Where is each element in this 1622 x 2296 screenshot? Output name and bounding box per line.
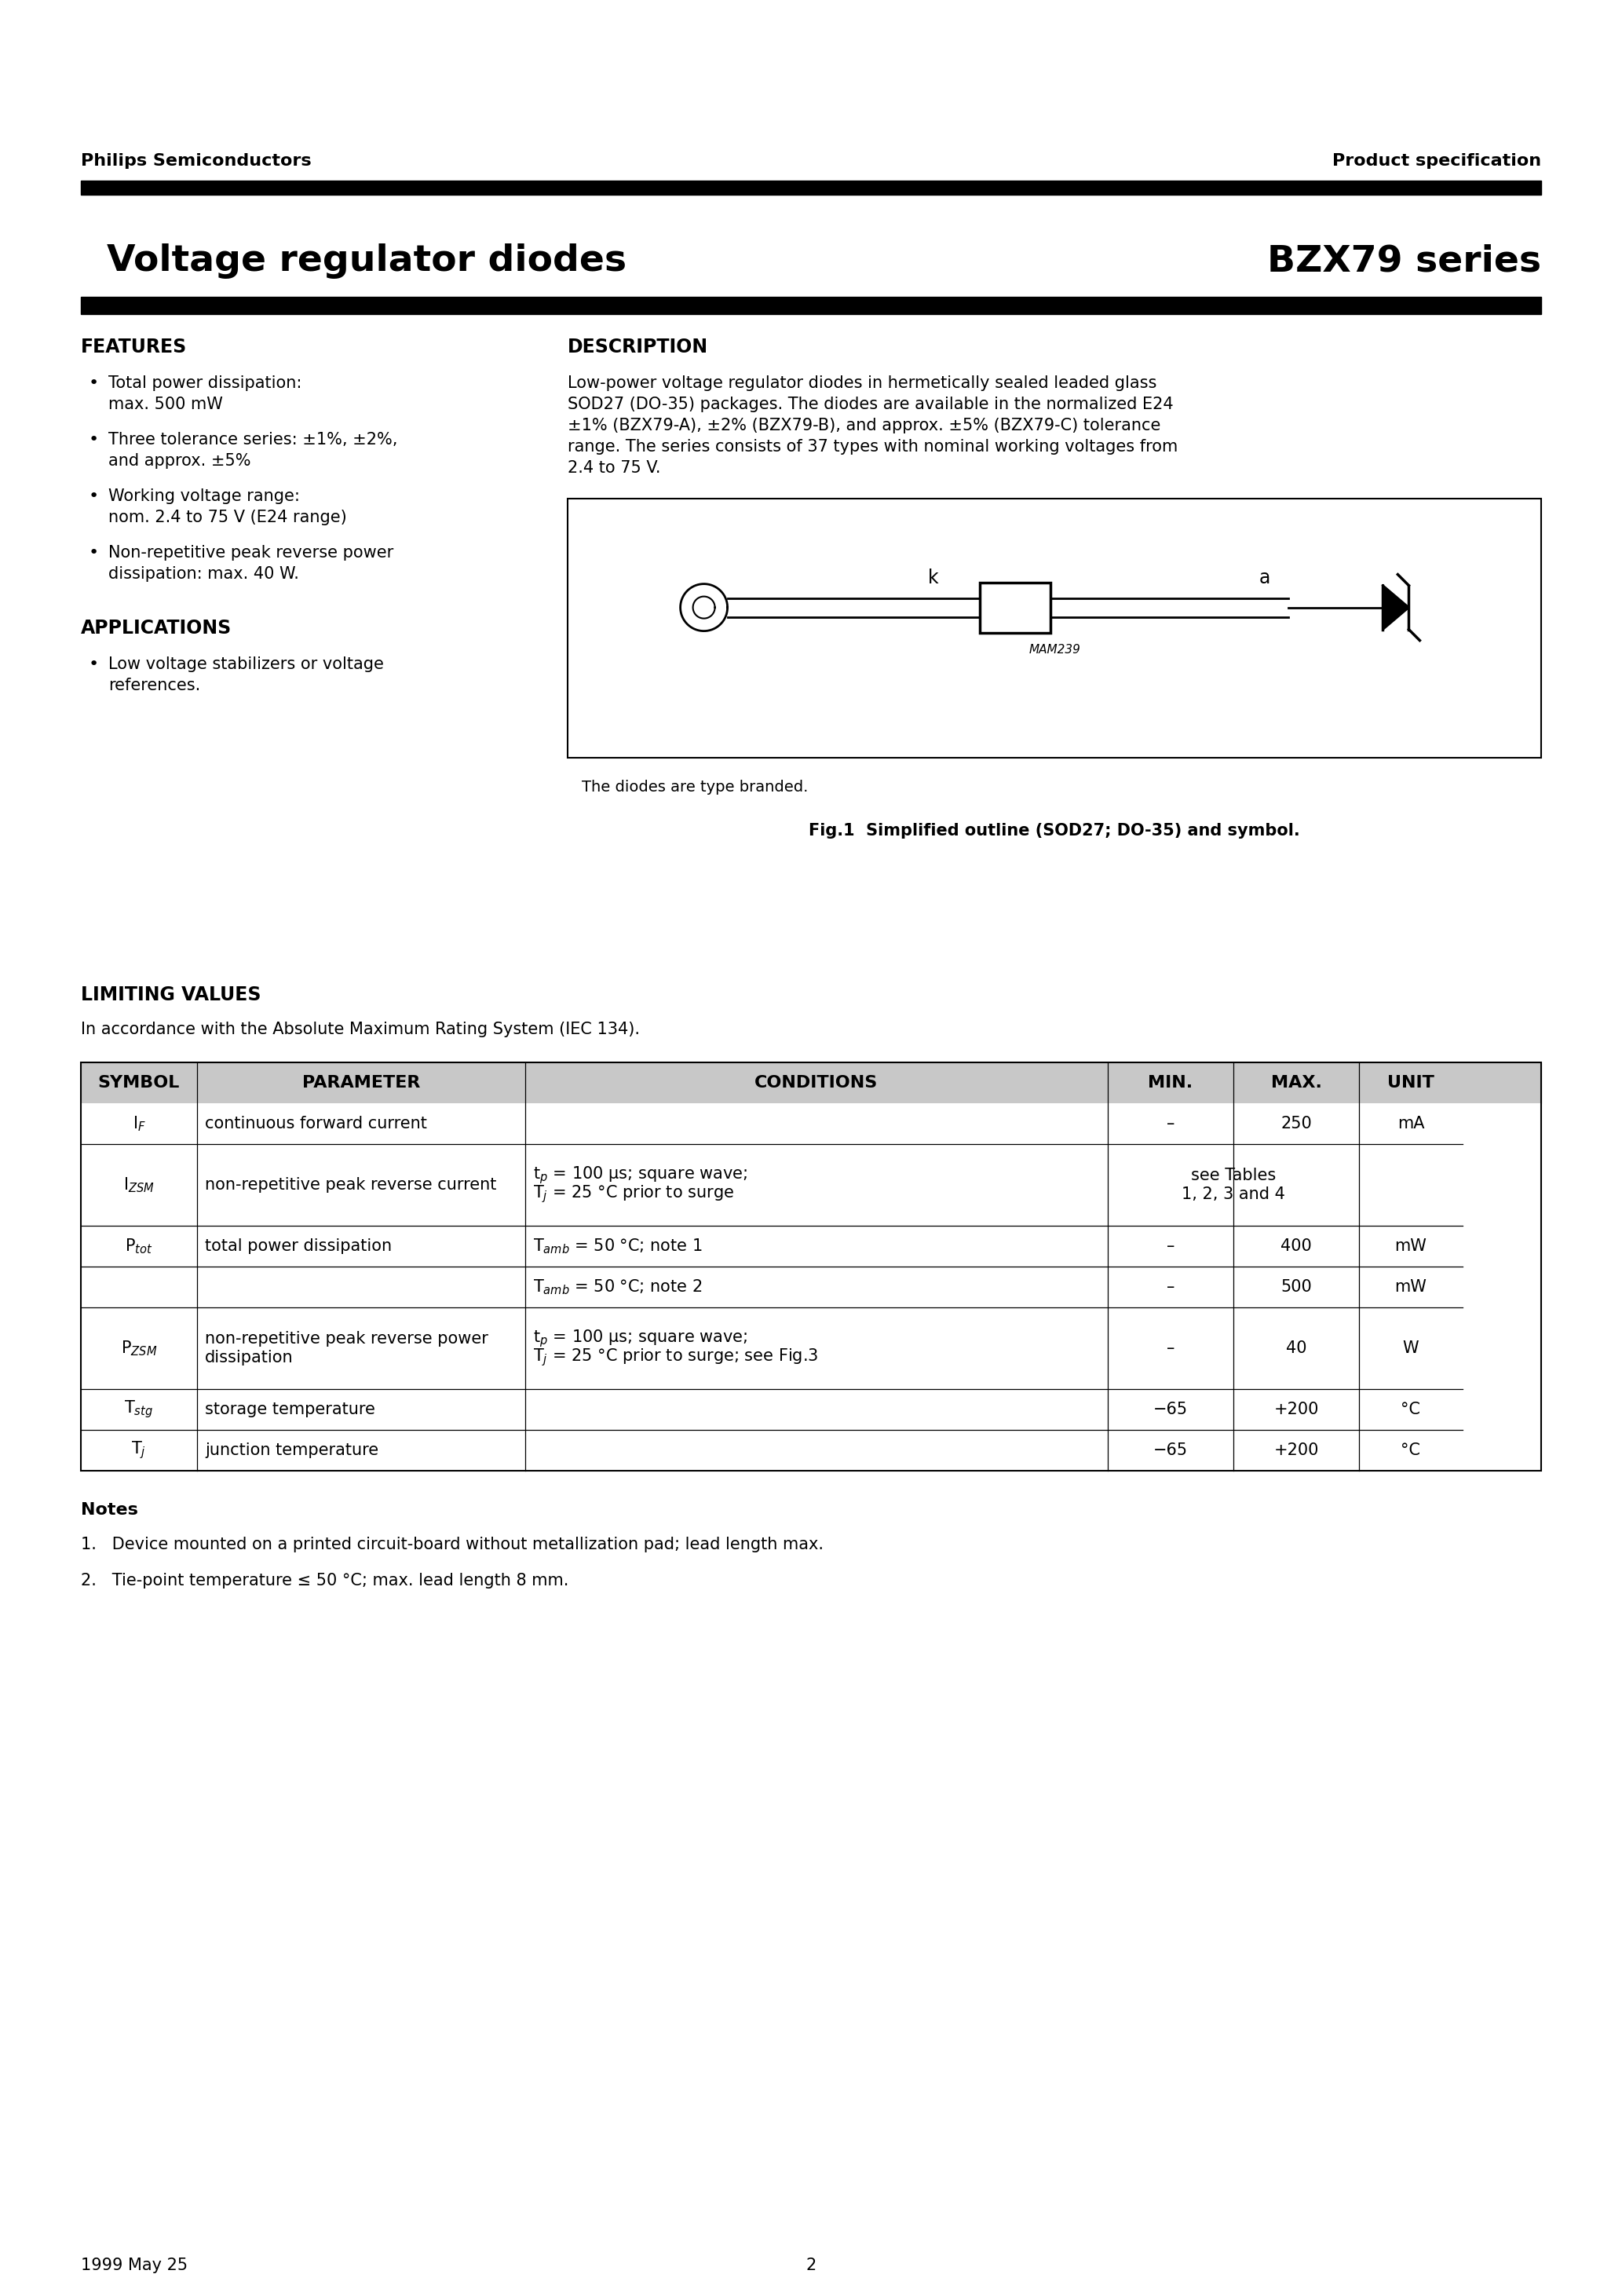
Text: °C: °C xyxy=(1401,1442,1421,1458)
Text: T$_j$ = 25 °C prior to surge: T$_j$ = 25 °C prior to surge xyxy=(534,1185,735,1205)
Text: Total power dissipation:: Total power dissipation: xyxy=(109,374,302,390)
Text: BZX79 series: BZX79 series xyxy=(1267,243,1541,278)
Text: junction temperature: junction temperature xyxy=(204,1442,378,1458)
Text: MAM239: MAM239 xyxy=(1028,643,1080,654)
Text: −65: −65 xyxy=(1153,1442,1187,1458)
Text: CONDITIONS: CONDITIONS xyxy=(754,1075,878,1091)
Text: 2.4 to 75 V.: 2.4 to 75 V. xyxy=(568,459,660,475)
Text: 1.   Device mounted on a printed circuit-board without metallization pad; lead l: 1. Device mounted on a printed circuit-b… xyxy=(81,1536,824,1552)
Text: nom. 2.4 to 75 V (E24 range): nom. 2.4 to 75 V (E24 range) xyxy=(109,510,347,526)
Text: 250: 250 xyxy=(1281,1116,1312,1132)
Text: The diodes are type branded.: The diodes are type branded. xyxy=(582,781,808,794)
Text: T$_{stg}$: T$_{stg}$ xyxy=(125,1398,154,1419)
Text: 2.   Tie-point temperature ≤ 50 °C; max. lead length 8 mm.: 2. Tie-point temperature ≤ 50 °C; max. l… xyxy=(81,1573,569,1589)
Text: continuous forward current: continuous forward current xyxy=(204,1116,427,1132)
Text: Non-repetitive peak reverse power: Non-repetitive peak reverse power xyxy=(109,544,394,560)
Text: Low-power voltage regulator diodes in hermetically sealed leaded glass: Low-power voltage regulator diodes in he… xyxy=(568,374,1156,390)
Text: W: W xyxy=(1403,1341,1419,1357)
Bar xyxy=(81,1104,1541,1143)
Text: Notes: Notes xyxy=(81,1502,138,1518)
Bar xyxy=(81,181,1541,195)
Bar xyxy=(980,583,1051,634)
Text: a: a xyxy=(1259,567,1270,588)
Text: SOD27 (DO-35) packages. The diodes are available in the normalized E24: SOD27 (DO-35) packages. The diodes are a… xyxy=(568,397,1173,413)
Text: t$_p$ = 100 μs; square wave;: t$_p$ = 100 μs; square wave; xyxy=(534,1329,748,1350)
Text: total power dissipation: total power dissipation xyxy=(204,1238,393,1254)
Text: dissipation: dissipation xyxy=(204,1350,294,1366)
Text: range. The series consists of 37 types with nominal working voltages from: range. The series consists of 37 types w… xyxy=(568,439,1178,455)
Text: references.: references. xyxy=(109,677,201,693)
Text: +200: +200 xyxy=(1273,1442,1319,1458)
Bar xyxy=(81,1267,1541,1306)
Text: MIN.: MIN. xyxy=(1148,1075,1194,1091)
Text: 500: 500 xyxy=(1281,1279,1312,1295)
Bar xyxy=(81,296,1541,315)
Text: Three tolerance series: ±1%, ±2%,: Three tolerance series: ±1%, ±2%, xyxy=(109,432,397,448)
Text: –: – xyxy=(1166,1116,1174,1132)
Text: APPLICATIONS: APPLICATIONS xyxy=(81,618,232,638)
Text: T$_j$: T$_j$ xyxy=(131,1440,146,1460)
Bar xyxy=(81,1063,1541,1104)
Text: Product specification: Product specification xyxy=(1332,154,1541,170)
Text: 1, 2, 3 and 4: 1, 2, 3 and 4 xyxy=(1181,1187,1285,1203)
Text: LIMITING VALUES: LIMITING VALUES xyxy=(81,985,261,1003)
Text: 2: 2 xyxy=(806,2257,816,2273)
Text: •: • xyxy=(89,657,99,673)
Text: –: – xyxy=(1166,1279,1174,1295)
Text: PARAMETER: PARAMETER xyxy=(302,1075,420,1091)
Text: non-repetitive peak reverse power: non-repetitive peak reverse power xyxy=(204,1332,488,1348)
Bar xyxy=(81,1143,1541,1226)
Text: Voltage regulator diodes: Voltage regulator diodes xyxy=(81,243,626,278)
Text: Fig.1  Simplified outline (SOD27; DO-35) and symbol.: Fig.1 Simplified outline (SOD27; DO-35) … xyxy=(809,822,1299,838)
Text: In accordance with the Absolute Maximum Rating System (IEC 134).: In accordance with the Absolute Maximum … xyxy=(81,1022,639,1038)
Text: DESCRIPTION: DESCRIPTION xyxy=(568,338,709,356)
Text: °C: °C xyxy=(1401,1401,1421,1417)
Text: –: – xyxy=(1166,1341,1174,1357)
Text: •: • xyxy=(89,374,99,390)
Text: ±1% (BZX79-A), ±2% (BZX79-B), and approx. ±5% (BZX79-C) tolerance: ±1% (BZX79-A), ±2% (BZX79-B), and approx… xyxy=(568,418,1161,434)
Text: 400: 400 xyxy=(1281,1238,1312,1254)
Bar xyxy=(81,1306,1541,1389)
Text: −65: −65 xyxy=(1153,1401,1187,1417)
Text: mW: mW xyxy=(1395,1238,1427,1254)
Polygon shape xyxy=(1384,585,1410,629)
Bar xyxy=(81,1389,1541,1430)
Text: +200: +200 xyxy=(1273,1401,1319,1417)
Text: Philips Semiconductors: Philips Semiconductors xyxy=(81,154,311,170)
Text: mW: mW xyxy=(1395,1279,1427,1295)
Text: –: – xyxy=(1166,1238,1174,1254)
Bar xyxy=(81,1063,1541,1472)
Text: Low voltage stabilizers or voltage: Low voltage stabilizers or voltage xyxy=(109,657,384,673)
Text: P$_{ZSM}$: P$_{ZSM}$ xyxy=(120,1339,157,1357)
Bar xyxy=(81,1430,1541,1472)
Text: T$_j$ = 25 °C prior to surge; see Fig.3: T$_j$ = 25 °C prior to surge; see Fig.3 xyxy=(534,1348,819,1368)
Text: dissipation: max. 40 W.: dissipation: max. 40 W. xyxy=(109,567,298,581)
Text: Working voltage range:: Working voltage range: xyxy=(109,489,300,505)
Text: 1999 May 25: 1999 May 25 xyxy=(81,2257,188,2273)
Text: •: • xyxy=(89,544,99,560)
Text: and approx. ±5%: and approx. ±5% xyxy=(109,452,251,468)
Text: k: k xyxy=(928,567,939,588)
Text: UNIT: UNIT xyxy=(1387,1075,1434,1091)
Text: storage temperature: storage temperature xyxy=(204,1401,375,1417)
Text: T$_{amb}$ = 50 °C; note 2: T$_{amb}$ = 50 °C; note 2 xyxy=(534,1277,702,1297)
Text: 40: 40 xyxy=(1286,1341,1307,1357)
Text: •: • xyxy=(89,489,99,505)
Text: max. 500 mW: max. 500 mW xyxy=(109,397,222,413)
Text: •: • xyxy=(89,432,99,448)
Bar xyxy=(81,1226,1541,1267)
Text: non-repetitive peak reverse current: non-repetitive peak reverse current xyxy=(204,1178,496,1192)
Text: FEATURES: FEATURES xyxy=(81,338,187,356)
Text: t$_p$ = 100 μs; square wave;: t$_p$ = 100 μs; square wave; xyxy=(534,1164,748,1187)
Text: P$_{tot}$: P$_{tot}$ xyxy=(125,1238,152,1256)
Text: SYMBOL: SYMBOL xyxy=(97,1075,180,1091)
Text: I$_F$: I$_F$ xyxy=(133,1114,146,1132)
Bar xyxy=(568,498,1541,758)
Text: mA: mA xyxy=(1397,1116,1424,1132)
Text: T$_{amb}$ = 50 °C; note 1: T$_{amb}$ = 50 °C; note 1 xyxy=(534,1238,702,1256)
Text: MAX.: MAX. xyxy=(1270,1075,1322,1091)
Text: I$_{ZSM}$: I$_{ZSM}$ xyxy=(123,1176,154,1194)
Text: see Tables: see Tables xyxy=(1191,1169,1277,1182)
